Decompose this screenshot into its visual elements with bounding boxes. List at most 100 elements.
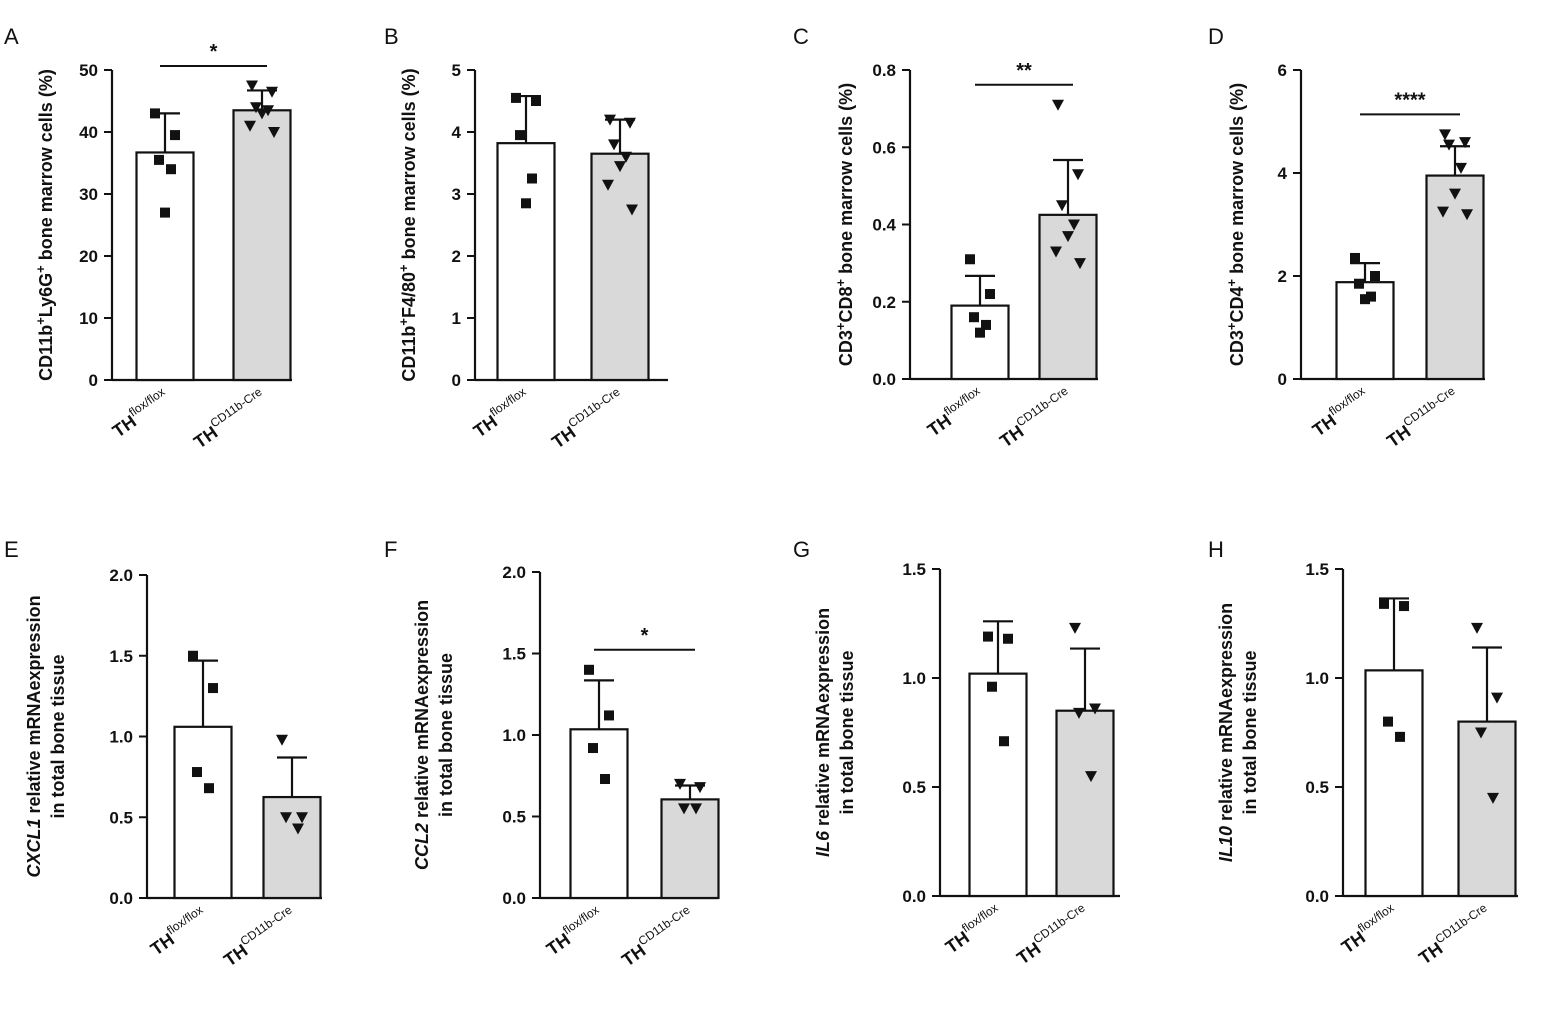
data-point <box>208 683 218 694</box>
data-point <box>1459 137 1471 149</box>
bar-group <box>1038 99 1098 381</box>
ylabel-gene: CXCL1 <box>24 819 44 878</box>
y-axis-label-line2: in total bone tissue <box>48 654 68 818</box>
y-tick-label: 3 <box>452 185 461 204</box>
ylabel-superscript: + <box>396 264 411 272</box>
y-tick-label: 0.8 <box>872 61 896 80</box>
y-tick-label: 1.0 <box>1305 669 1329 688</box>
ylabel-superscript: + <box>396 318 411 326</box>
y-tick-label: 2 <box>452 247 461 266</box>
significance-label: **** <box>1394 89 1425 111</box>
y-axis-label-line2: in total bone tissue <box>1240 650 1260 814</box>
data-point <box>1461 209 1473 221</box>
y-tick-label: 0.0 <box>109 889 133 908</box>
panel-letter: E <box>4 537 19 562</box>
data-point <box>1439 129 1451 141</box>
y-tick-label: 1.5 <box>1305 560 1329 579</box>
data-point <box>1487 792 1499 804</box>
bar <box>1055 709 1115 898</box>
x-label-superscript: flox/flox <box>959 901 1000 936</box>
data-point <box>280 812 292 824</box>
data-point <box>250 102 262 114</box>
x-label-superscript: flox/flox <box>126 385 167 420</box>
data-point <box>1085 771 1097 783</box>
y-tick-label: 1.0 <box>502 726 526 745</box>
x-label-superscript: CD11b-Cre <box>1401 383 1458 429</box>
x-category-label: THCD11b-Cre <box>188 384 271 452</box>
ylabel-part: CD4 <box>1227 287 1247 323</box>
data-point <box>154 154 164 165</box>
data-point <box>1399 601 1409 612</box>
y-tick-label: 2.0 <box>502 563 526 582</box>
x-category-label: THflox/flox <box>922 384 989 441</box>
data-point <box>521 198 531 209</box>
x-category-label: THCD11b-Cre <box>1381 383 1464 451</box>
data-point <box>983 631 993 642</box>
data-point <box>244 120 256 132</box>
x-category-label: THflox/flox <box>541 903 608 960</box>
data-point <box>1050 246 1062 258</box>
data-point <box>1475 727 1487 739</box>
data-point <box>987 681 997 692</box>
data-point <box>624 117 636 129</box>
data-point <box>690 803 702 815</box>
x-label-superscript: flox/flox <box>1326 384 1367 419</box>
data-point <box>204 783 214 794</box>
panel-letter: G <box>793 537 810 562</box>
data-point <box>150 108 160 119</box>
ylabel-gene: IL10 <box>1216 826 1236 862</box>
y-tick-label: 1.5 <box>902 560 926 579</box>
data-point <box>1052 99 1064 111</box>
ylabel-part: relative mRNAexpression <box>813 608 833 831</box>
data-point <box>1491 692 1503 704</box>
bar <box>173 725 233 900</box>
y-tick-label: 1 <box>452 309 461 328</box>
data-point <box>1455 162 1467 174</box>
ylabel-part: relative mRNAexpression <box>1216 603 1236 826</box>
panel-e: E 0.0 0.5 1.0 1.5 2.0 CXCL1 relative mRNAexpre… <box>4 537 322 970</box>
data-point <box>256 108 268 120</box>
y-axis-label: IL6 relative mRNAexpression <box>813 608 833 857</box>
ylabel-superscript: + <box>833 279 848 287</box>
y-tick-label: 0 <box>89 371 98 390</box>
bar-group <box>173 650 233 900</box>
data-point <box>170 130 180 141</box>
data-point <box>1471 622 1483 634</box>
data-point <box>1062 231 1074 243</box>
data-point <box>1366 291 1376 302</box>
data-point <box>1354 278 1364 289</box>
data-point <box>276 734 288 746</box>
y-tick-label: 0.5 <box>109 808 133 827</box>
data-point <box>1449 188 1461 200</box>
significance-label: ** <box>1016 60 1032 82</box>
y-axis-label: CXCL1 relative mRNAexpression <box>24 595 44 877</box>
ylabel-part: bone marrow cells (%) <box>1227 83 1247 279</box>
ylabel-part: relative mRNAexpression <box>24 595 44 818</box>
y-tick-label: 0.5 <box>902 778 926 797</box>
ylabel-superscript: + <box>1224 279 1239 287</box>
data-point <box>626 204 638 216</box>
y-tick-label: 40 <box>79 123 98 142</box>
ylabel-part: relative mRNAexpression <box>412 600 432 823</box>
data-point <box>604 114 616 126</box>
y-axis-label: CD11b+Ly6G+ bone marrow cells (%) <box>33 69 56 381</box>
x-label-superscript: CD11b-Cre <box>208 384 265 430</box>
data-point <box>292 823 304 835</box>
data-point <box>1437 206 1449 218</box>
y-axis-label: CCL2 relative mRNAexpression <box>412 600 432 870</box>
data-point <box>1074 258 1086 270</box>
x-label-superscript: flox/flox <box>941 384 982 419</box>
y-tick-label: 4 <box>452 123 462 142</box>
bar-group <box>232 80 292 382</box>
data-point <box>1056 200 1068 212</box>
data-point <box>1370 271 1380 281</box>
ylabel-part: CD11b <box>399 326 419 382</box>
data-point <box>694 782 706 794</box>
ylabel-part: bone marrow cells (%) <box>36 69 56 265</box>
y-tick-label: 1.0 <box>109 728 133 747</box>
x-label-superscript: CD11b-Cre <box>566 384 623 430</box>
bar-group <box>1364 597 1424 898</box>
data-point <box>965 254 975 265</box>
